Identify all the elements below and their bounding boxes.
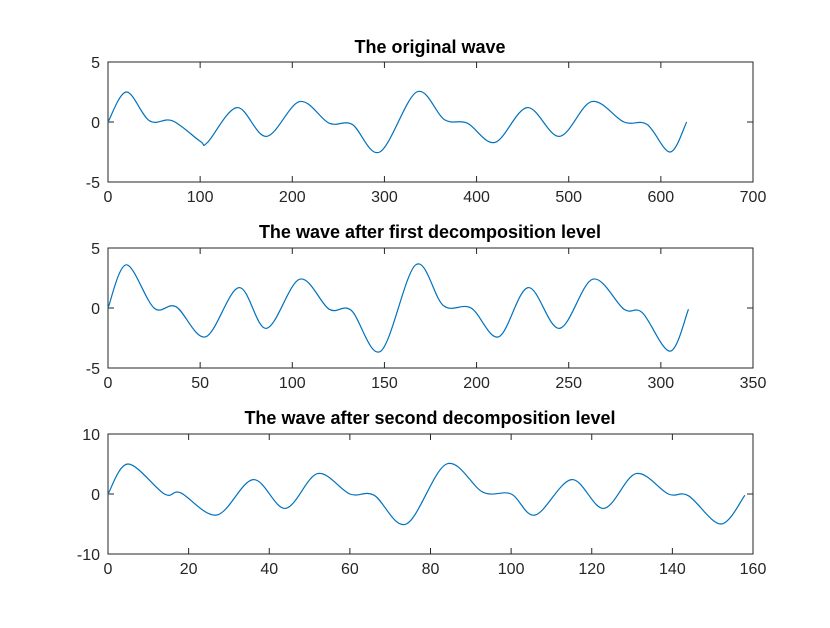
y-tick-label: 5 <box>91 241 100 258</box>
x-tick-label: 0 <box>104 375 113 392</box>
chart-title: The wave after first decomposition level <box>259 222 601 242</box>
series-line <box>107 90 688 154</box>
x-tick-label: 200 <box>463 375 490 392</box>
y-tick-label: 0 <box>91 301 100 318</box>
y-tick-label: 0 <box>91 115 100 132</box>
x-tick-label: 160 <box>740 561 767 578</box>
y-tick-label: 10 <box>82 427 100 444</box>
subplot-original-wave: The original wave 0 100 200 300 400 500 600 700… <box>86 37 767 206</box>
x-tick-label: 0 <box>104 189 113 206</box>
x-tick-label: 200 <box>279 189 306 206</box>
x-tick-label: 150 <box>371 375 398 392</box>
subplot-second-decomposition: The wave after second decomposition leve… <box>77 408 767 578</box>
x-tick-label: 50 <box>191 375 209 392</box>
x-tick-label: 700 <box>740 189 767 206</box>
y-tick-label: -5 <box>86 175 100 192</box>
x-tick-label: 350 <box>740 375 767 392</box>
x-tick-label: 20 <box>180 561 198 578</box>
x-tick-label: 60 <box>341 561 359 578</box>
series-line <box>107 263 690 353</box>
x-tick-label: 400 <box>463 189 490 206</box>
x-tick-label: 300 <box>648 375 675 392</box>
axes-box <box>107 247 754 369</box>
x-tick-label: 250 <box>555 375 582 392</box>
series-line <box>107 462 746 526</box>
y-tick-label: -5 <box>86 361 100 378</box>
x-tick-label: 40 <box>260 561 278 578</box>
x-tick-label: 100 <box>187 189 214 206</box>
x-tick-label: 600 <box>648 189 675 206</box>
chart-title: The original wave <box>354 37 505 57</box>
y-tick-label: 5 <box>91 55 100 72</box>
x-tick-label: 120 <box>578 561 605 578</box>
axes-box <box>107 61 754 183</box>
x-tick-label: 500 <box>555 189 582 206</box>
subplot-first-decomposition: The wave after first decomposition level… <box>86 222 767 392</box>
x-tick-label: 100 <box>279 375 306 392</box>
x-tick-label: 100 <box>498 561 525 578</box>
y-tick-label: 0 <box>91 487 100 504</box>
chart-title: The wave after second decomposition leve… <box>244 408 615 428</box>
x-tick-label: 300 <box>371 189 398 206</box>
x-tick-label: 140 <box>659 561 686 578</box>
y-tick-label: -10 <box>77 547 100 564</box>
x-tick-label: 80 <box>422 561 440 578</box>
x-tick-label: 0 <box>104 561 113 578</box>
axes-box <box>107 433 754 555</box>
